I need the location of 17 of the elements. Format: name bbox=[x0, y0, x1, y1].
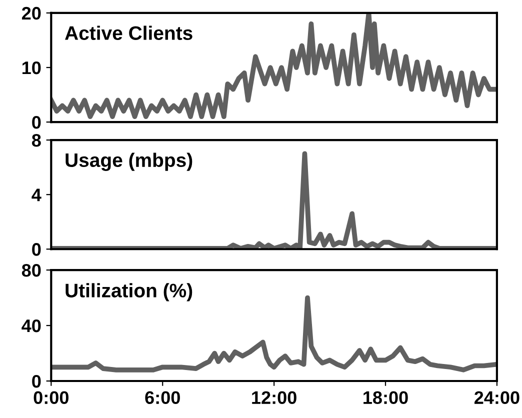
y-tick-label: 10 bbox=[22, 61, 41, 74]
x-tick-label: 12:00 bbox=[252, 391, 296, 404]
y-tick-label: 4 bbox=[32, 188, 42, 202]
y-tick-label: 0 bbox=[32, 116, 41, 129]
y-tick-label: 40 bbox=[22, 319, 41, 332]
x-tick-label: 24:00 bbox=[474, 391, 520, 404]
x-tick-label: 18:00 bbox=[364, 391, 408, 404]
text: Utilization (%) bbox=[66, 283, 192, 302]
y-tick-label: 0 bbox=[32, 374, 41, 388]
y-tick-label: 8 bbox=[32, 134, 41, 147]
y-tick-label: 20 bbox=[22, 6, 41, 20]
y-tick-label: 0 bbox=[32, 243, 41, 256]
text: Usage (mbps) bbox=[66, 152, 192, 171]
y-tick-label: 80 bbox=[22, 264, 41, 277]
x-tick-label: 6:00 bbox=[145, 391, 180, 404]
text: Active Clients bbox=[65, 26, 192, 40]
x-tick-label: 0:00 bbox=[34, 391, 68, 404]
